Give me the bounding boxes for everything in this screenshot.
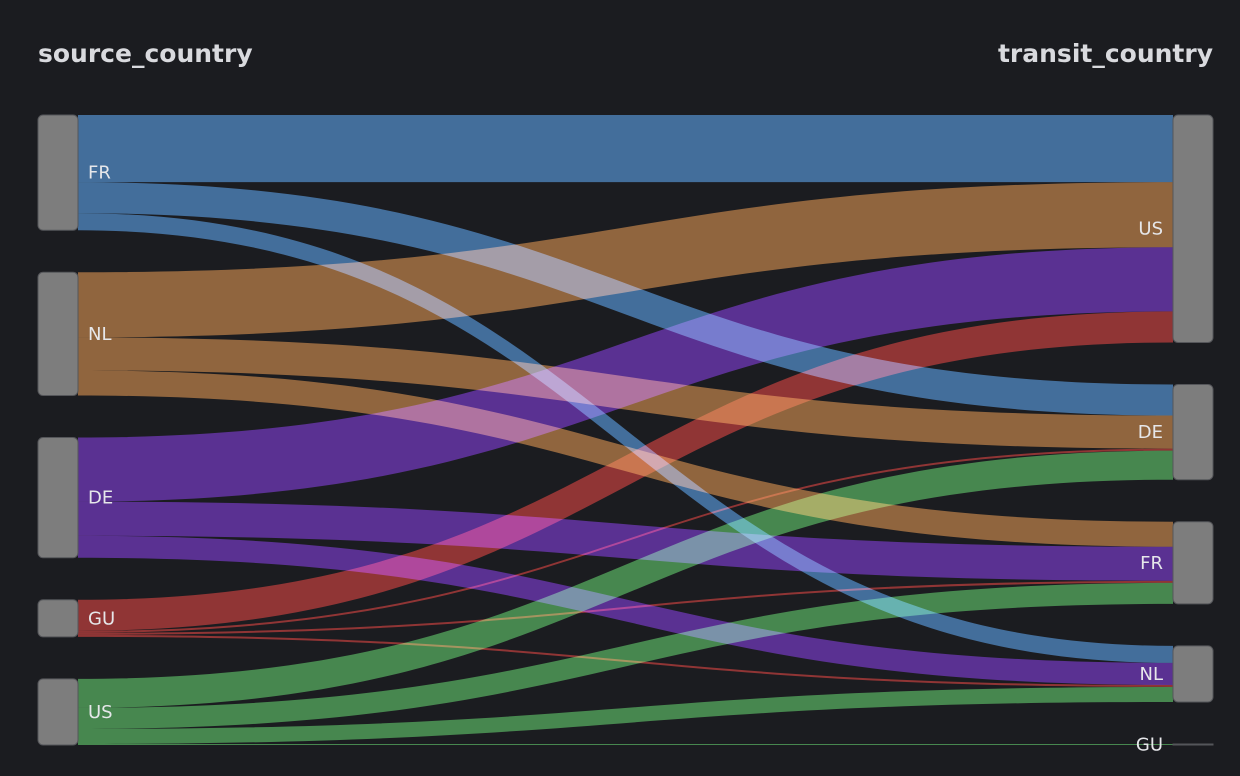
source-node-label-fr: FR: [88, 163, 111, 184]
link-gu-to-fr[interactable]: [78, 580, 1173, 635]
source-node-label-us: US: [88, 702, 113, 723]
target-node-de[interactable]: [1172, 383, 1214, 481]
source-node-nl[interactable]: [37, 271, 79, 397]
target-node-gu[interactable]: [1172, 743, 1214, 746]
source-node-gu[interactable]: [37, 599, 79, 638]
left-column-title: source_country: [38, 39, 253, 68]
link-de-to-nl[interactable]: [78, 535, 1173, 685]
target-node-us[interactable]: [1172, 114, 1214, 343]
link-us-to-fr[interactable]: [78, 582, 1173, 729]
link-nl-to-us[interactable]: [78, 182, 1173, 338]
link-gu-to-de[interactable]: [78, 448, 1173, 633]
links-layer: [78, 115, 1173, 745]
link-fr-to-de[interactable]: [78, 182, 1173, 416]
link-fr-to-us[interactable]: [78, 115, 1173, 183]
target-node-nl[interactable]: [1172, 645, 1214, 703]
target-node-label-de: DE: [1138, 422, 1163, 443]
link-de-to-us[interactable]: [78, 247, 1173, 502]
target-node-label-gu: GU: [1136, 734, 1163, 755]
link-us-to-de[interactable]: [78, 450, 1173, 708]
nodes-layer: FR NL DE GU US US DE FR NL GU: [37, 114, 1214, 755]
target-node-label-us: US: [1138, 219, 1163, 240]
link-us-to-nl[interactable]: [78, 686, 1173, 744]
target-node-fr[interactable]: [1172, 521, 1214, 605]
target-node-label-nl: NL: [1140, 664, 1164, 685]
source-node-fr[interactable]: [37, 114, 79, 231]
source-node-label-nl: NL: [88, 324, 112, 345]
right-column-title: transit_country: [998, 39, 1213, 68]
target-node-label-fr: FR: [1140, 553, 1163, 574]
link-gu-to-us[interactable]: [78, 311, 1173, 631]
source-node-label-de: DE: [88, 488, 113, 509]
source-node-de[interactable]: [37, 437, 79, 559]
link-us-to-gu[interactable]: [78, 743, 1173, 745]
source-node-label-gu: GU: [88, 608, 115, 629]
link-fr-to-nl[interactable]: [78, 213, 1173, 663]
source-node-us[interactable]: [37, 678, 79, 746]
